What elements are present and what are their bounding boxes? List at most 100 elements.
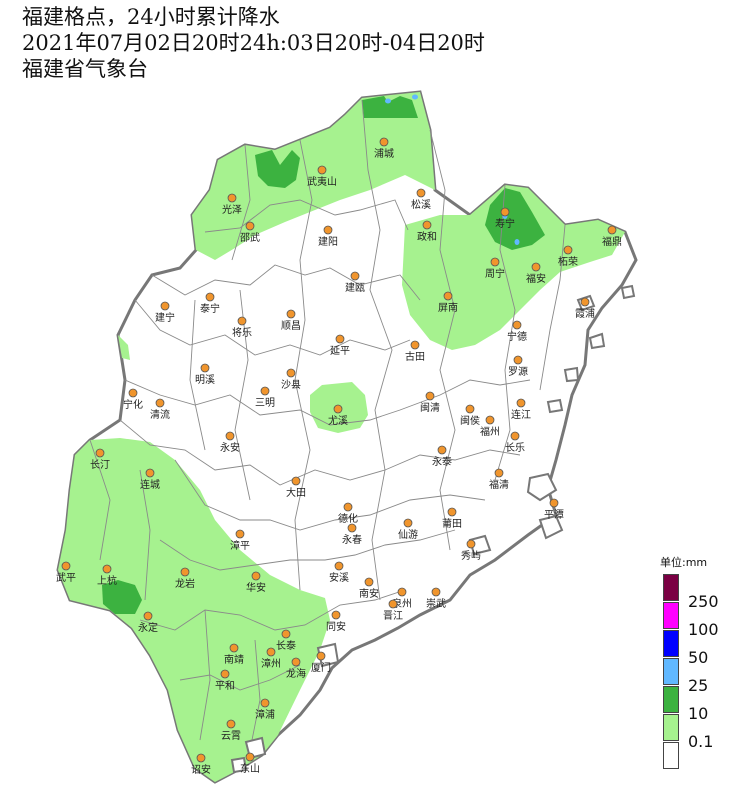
station-label: 长汀 (90, 459, 110, 471)
station-label: 云霄 (221, 730, 241, 742)
moderate-rain-shouning (485, 188, 545, 250)
station-marker: 龙岩 (175, 567, 195, 590)
station-dot (128, 388, 138, 398)
station-label: 三明 (255, 397, 275, 409)
station-dot (291, 476, 301, 486)
station-marker: 屏南 (438, 291, 458, 314)
station-dot (516, 398, 526, 408)
station-marker: 大田 (286, 476, 306, 499)
station-dot (531, 262, 541, 272)
station-dot (437, 445, 447, 455)
station-marker: 永泰 (432, 445, 452, 468)
station-dot (143, 611, 153, 621)
station-dot (237, 316, 247, 326)
station-dot (291, 657, 301, 667)
station-marker: 晋江 (383, 599, 403, 622)
station-label: 漳州 (261, 657, 281, 670)
station-marker: 云霄 (221, 719, 241, 742)
station-marker: 浦城 (374, 137, 394, 160)
station-label: 平潭 (544, 509, 564, 521)
station-marker: 东山 (240, 752, 260, 775)
station-dot (410, 340, 420, 350)
station-dot (466, 539, 476, 549)
station-label: 永安 (220, 441, 240, 454)
station-label: 寿宁 (495, 217, 515, 230)
station-dot (549, 498, 559, 508)
station-dot (317, 165, 327, 175)
station-label: 龙岩 (175, 577, 195, 590)
station-marker: 三明 (255, 386, 275, 409)
station-marker: 沙县 (281, 368, 301, 391)
station-dot (200, 363, 210, 373)
station-label: 南靖 (224, 653, 244, 666)
rain-area-west-edge (118, 335, 130, 360)
moderate-rain-wuyishan (255, 150, 300, 188)
station-dot (205, 292, 215, 302)
station-dot (281, 629, 291, 639)
map-title-block: 福建格点，24小时累计降水 2021年07月02日20时24h:03日20时-0… (22, 4, 485, 82)
station-label: 厦门 (311, 661, 331, 674)
station-dot (196, 753, 206, 763)
station-marker: 宁德 (507, 320, 527, 343)
station-label: 屏南 (438, 301, 458, 314)
station-dot (388, 599, 398, 609)
station-marker: 闽清 (420, 391, 440, 414)
station-dot (160, 301, 170, 311)
station-label: 宁德 (507, 330, 527, 343)
station-dot (580, 297, 590, 307)
station-dot (513, 355, 523, 365)
station-label: 光泽 (222, 203, 242, 216)
station-dot (500, 207, 510, 217)
station-marker: 漳平 (230, 529, 250, 552)
station-label: 宁化 (123, 398, 143, 411)
legend-level-label: 250 (688, 592, 719, 611)
station-marker: 长泰 (276, 629, 296, 652)
station-label: 德化 (338, 512, 358, 525)
station-label: 永泰 (432, 455, 452, 468)
rain-area-northeast (402, 185, 625, 350)
station-marker: 泉州 (392, 587, 412, 610)
station-marker: 福清 (489, 468, 509, 491)
station-marker: 闽侯 (460, 404, 480, 427)
station-dot (316, 651, 326, 661)
station-dot (227, 193, 237, 203)
station-dot (607, 225, 617, 235)
station-dot (347, 523, 357, 533)
legend-level-label: 100 (688, 620, 719, 639)
station-dot (95, 448, 105, 458)
station-label: 上杭 (97, 574, 117, 587)
station-marker: 诏安 (191, 753, 211, 776)
station-dot (102, 564, 112, 574)
station-label: 安溪 (329, 571, 349, 584)
station-dot (403, 518, 413, 528)
station-label: 建宁 (155, 311, 175, 324)
station-dot (485, 415, 495, 425)
station-marker: 长乐 (505, 431, 525, 454)
station-label: 明溪 (195, 374, 215, 386)
station-label: 华安 (246, 581, 266, 594)
station-marker: 罗源 (508, 355, 528, 378)
station-dot (245, 752, 255, 762)
station-label: 清流 (150, 408, 170, 421)
station-marker: 武夷山 (307, 165, 337, 188)
legend-level-label: 0.1 (688, 732, 714, 751)
station-marker: 南安 (359, 577, 379, 600)
station-marker: 永安 (220, 431, 240, 454)
station-marker: 将乐 (232, 316, 252, 339)
station-label: 漳浦 (255, 708, 275, 721)
legend-swatch (663, 714, 679, 741)
legend-level-label: 25 (688, 676, 709, 695)
station-dot (364, 577, 374, 587)
station-label: 顺昌 (281, 320, 301, 332)
station-dot (563, 245, 573, 255)
station-marker: 永春 (342, 523, 362, 546)
legend-level-label: 50 (688, 648, 709, 667)
station-dot (397, 587, 407, 597)
station-label: 永春 (342, 533, 362, 546)
station-marker: 福州 (480, 415, 500, 438)
station-label: 福安 (526, 272, 546, 285)
station-marker: 龙海 (286, 657, 306, 680)
station-marker: 连江 (511, 398, 531, 421)
